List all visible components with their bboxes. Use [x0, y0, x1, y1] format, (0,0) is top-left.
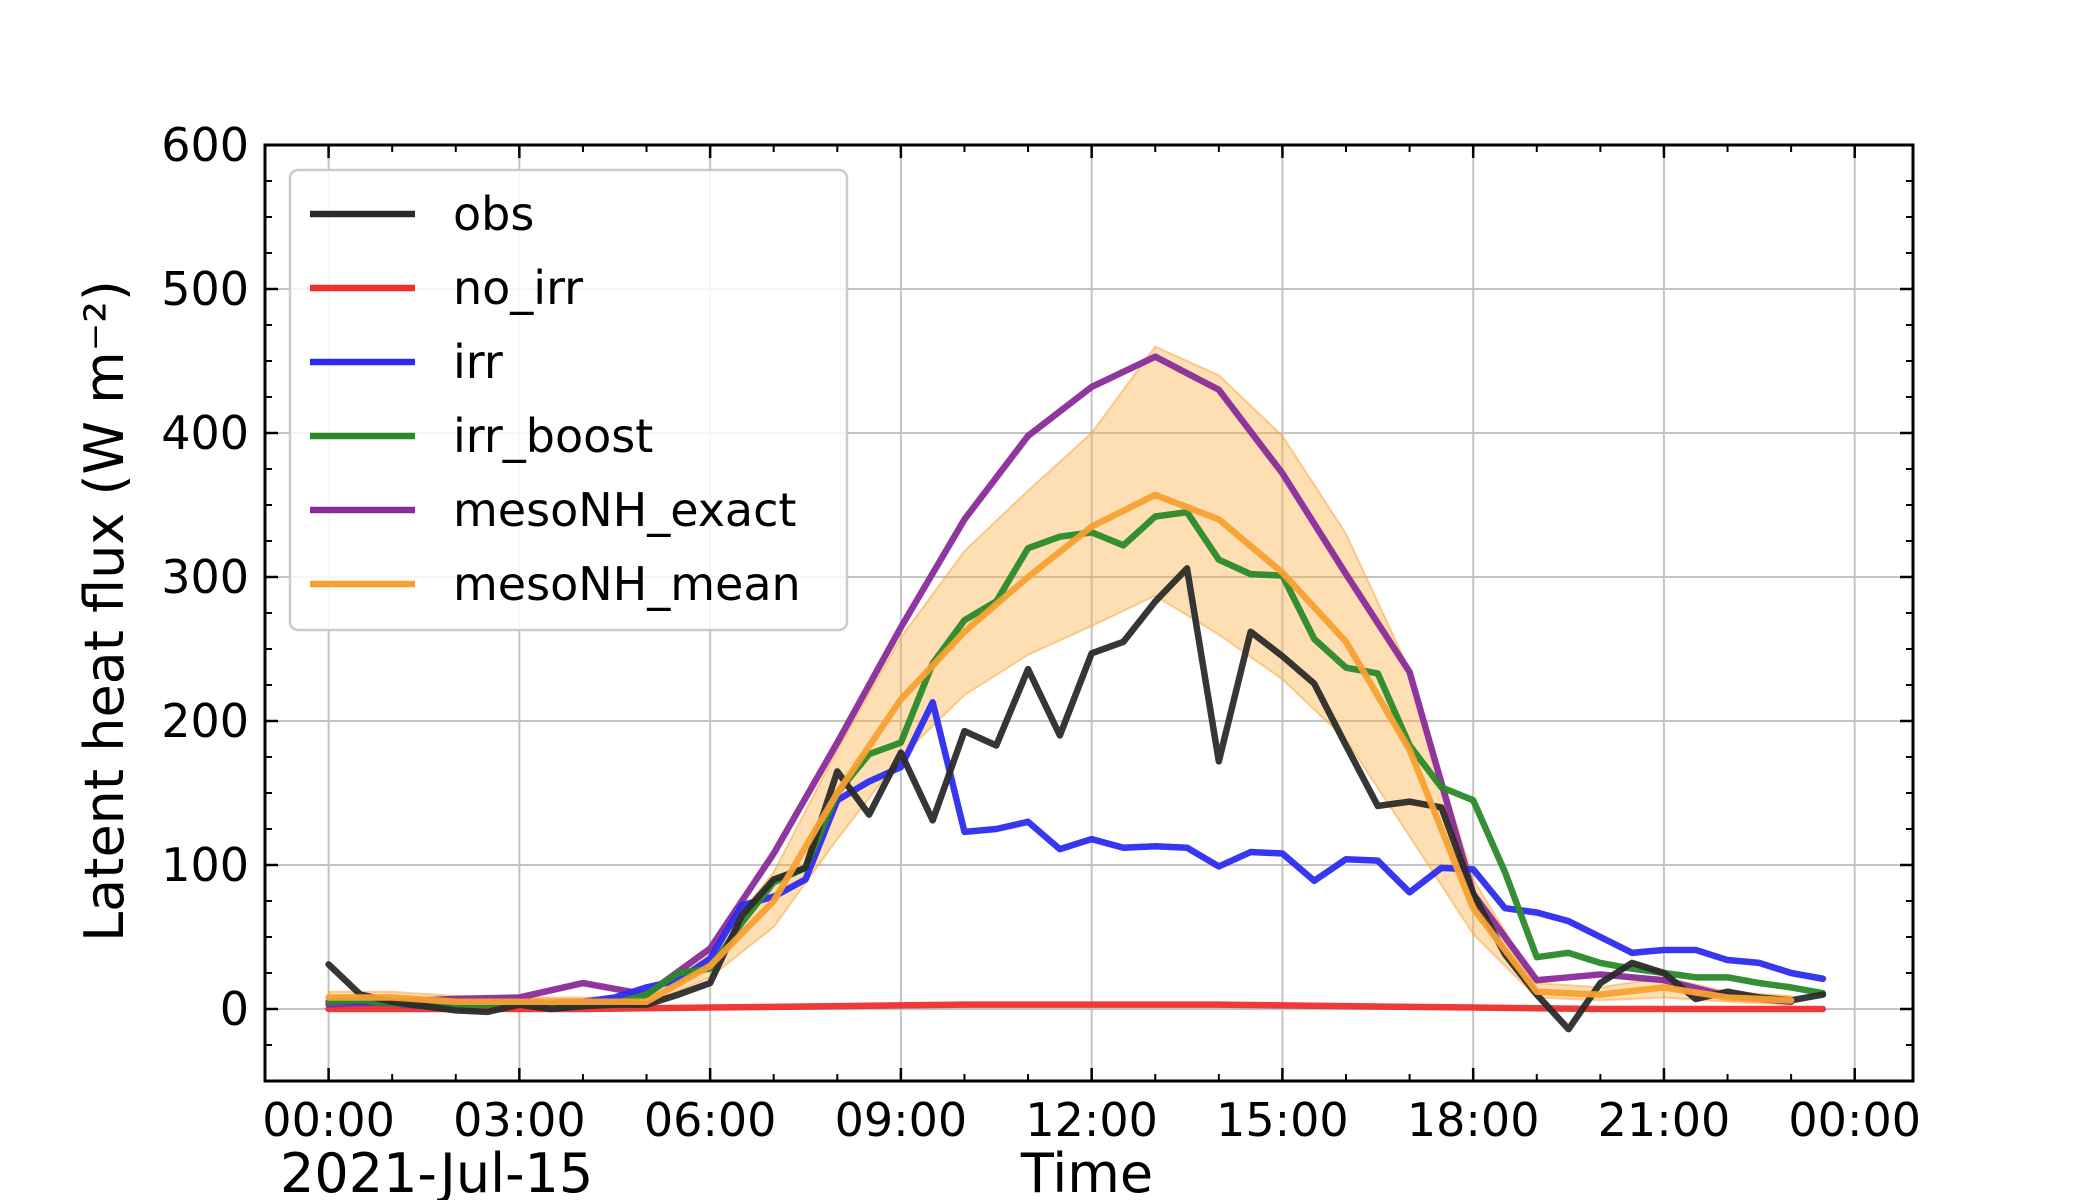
y-tick-label: 500	[161, 262, 249, 316]
x-axis-title: Time	[1020, 1142, 1153, 1200]
series-line-obs	[325, 565, 1827, 1033]
y-tick-label: 300	[161, 550, 249, 604]
x-tick-labels: 00:00 03:00 06:00 09:00 12:00 15:00 18:00 21:00…	[262, 1093, 1921, 1147]
x-tick-label: 18:00	[1407, 1093, 1540, 1147]
y-tick-label: 200	[161, 694, 249, 748]
y-tick-labels: 0 100 200 300 400 500 600	[161, 118, 249, 1036]
x-tick-label: 06:00	[644, 1093, 777, 1147]
legend-label-mesoNH_exact: mesoNH_exact	[453, 483, 796, 537]
y-tick-label: 0	[220, 982, 249, 1036]
legend-label-mesoNH_mean: mesoNH_mean	[453, 557, 801, 611]
x-tick-label: 21:00	[1598, 1093, 1731, 1147]
legend-label-irr: irr	[453, 335, 503, 389]
series-layer	[325, 353, 1827, 1033]
y-tick-label: 600	[161, 118, 249, 172]
y-tick-label: 400	[161, 406, 249, 460]
legend-label-obs: obs	[453, 187, 534, 241]
y-tick-label: 100	[161, 838, 249, 892]
series-line-mesoNH_mean	[325, 491, 1795, 1006]
series-line-mesoNH_exact	[325, 353, 1795, 1008]
x-tick-label: 03:00	[453, 1093, 586, 1147]
x-tick-label: 09:00	[835, 1093, 968, 1147]
legend-box	[288, 168, 849, 632]
x-tick-label: 15:00	[1216, 1093, 1349, 1147]
x-tick-label: 12:00	[1025, 1093, 1158, 1147]
x-tick-label: 00:00	[262, 1093, 395, 1147]
y-axis-title: Latent heat flux (W m⁻²)	[73, 280, 136, 942]
date-label: 2021-Jul-15	[280, 1142, 593, 1200]
x-tick-label: 00:00	[1788, 1093, 1921, 1147]
legend-label-irr_boost: irr_boost	[453, 409, 653, 463]
legend-label-no_irr: no_irr	[453, 261, 583, 315]
ticks	[264, 143, 1913, 1082]
